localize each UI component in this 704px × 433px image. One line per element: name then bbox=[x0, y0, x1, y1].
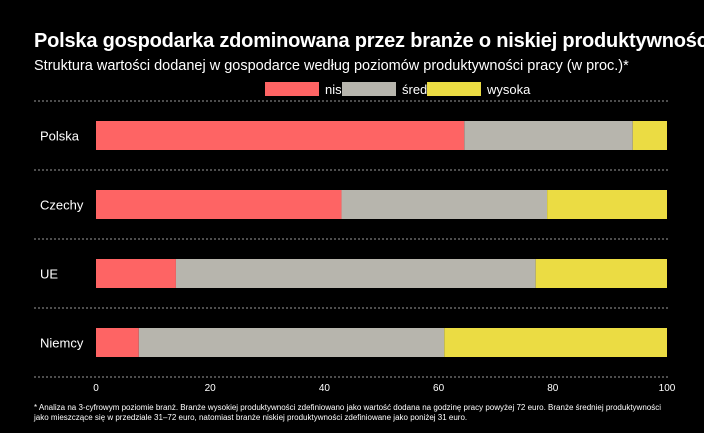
bar-polska-wysoka bbox=[632, 121, 667, 150]
bar-czechy-wysoka bbox=[547, 190, 667, 219]
bar-ue-srednia bbox=[175, 259, 536, 288]
legend-item-wysoka: wysoka bbox=[427, 80, 530, 98]
x-tick-label-80: 80 bbox=[547, 383, 559, 394]
bar-niemcy-srednia bbox=[138, 328, 445, 357]
footnote: * Analiza na 3-cyfrowym poziomie branż. … bbox=[34, 403, 661, 422]
chart-title: Polska gospodarka zdominowana przez bran… bbox=[34, 30, 704, 52]
x-tick-label-100: 100 bbox=[659, 383, 676, 394]
category-label-czechy: Czechy bbox=[40, 198, 84, 213]
legend-swatch-srednia bbox=[342, 82, 396, 96]
category-label-ue: UE bbox=[40, 267, 58, 282]
legend-label-wysoka: wysoka bbox=[487, 81, 531, 97]
bar-polska-niska bbox=[96, 121, 465, 150]
bar-czechy-niska bbox=[96, 190, 342, 219]
bar-ue-wysoka bbox=[535, 259, 667, 288]
x-tick-label-40: 40 bbox=[319, 383, 331, 394]
x-tick-label-60: 60 bbox=[433, 383, 445, 394]
x-tick-label-20: 20 bbox=[205, 383, 217, 394]
chart-subtitle: Struktura wartości dodanej w gospodarce … bbox=[34, 58, 629, 74]
legend-swatch-wysoka bbox=[427, 82, 481, 96]
bar-niemcy-wysoka bbox=[444, 328, 667, 357]
category-label-polska: Polska bbox=[40, 129, 80, 144]
bar-ue-niska bbox=[96, 259, 176, 288]
legend: niska średnia wysoka bbox=[0, 80, 704, 98]
x-tick-label-0: 0 bbox=[93, 383, 99, 394]
legend-swatch-niska bbox=[265, 82, 319, 96]
bar-niemcy-niska bbox=[96, 328, 139, 357]
category-label-niemcy: Niemcy bbox=[40, 336, 84, 351]
bar-czechy-srednia bbox=[341, 190, 548, 219]
bar-polska-srednia bbox=[464, 121, 633, 150]
